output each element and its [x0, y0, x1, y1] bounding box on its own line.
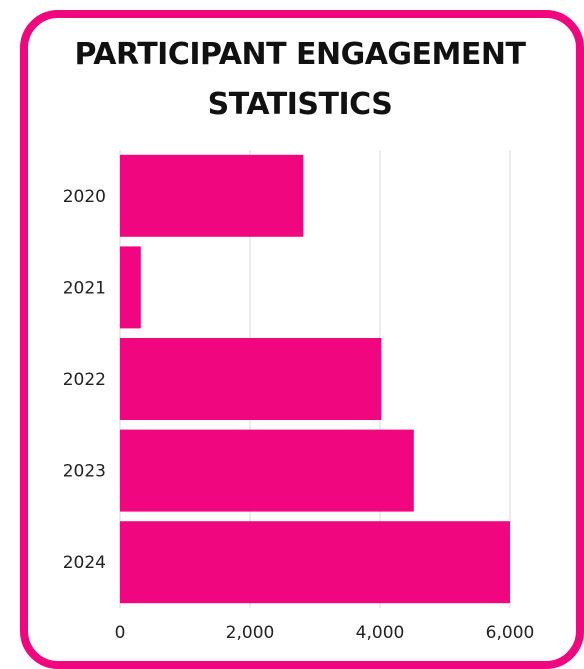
bar-2022 [120, 338, 382, 420]
x-tick-label: 6,000 [486, 623, 535, 643]
bar-2023 [120, 429, 414, 512]
y-tick-label: 2022 [63, 370, 106, 390]
y-tick-label: 2021 [63, 278, 106, 298]
bars [120, 154, 510, 604]
y-tick-label: 2020 [63, 187, 106, 207]
x-tick-label: 4,000 [356, 623, 405, 643]
x-tick-label: 2,000 [226, 623, 275, 643]
y-axis-labels: 2020 2021 2022 2023 2024 [63, 187, 106, 573]
chart-title: PARTICIPANT ENGAGEMENT STATISTICS [74, 37, 526, 122]
bar-2021 [120, 246, 141, 329]
x-tick-label: 0 [115, 623, 126, 643]
y-tick-label: 2024 [63, 553, 106, 573]
y-tick-label: 2023 [63, 462, 106, 482]
bar-2020 [120, 154, 304, 237]
x-axis-labels: 0 2,000 4,000 6,000 [115, 623, 535, 643]
bar-2024 [120, 521, 510, 604]
